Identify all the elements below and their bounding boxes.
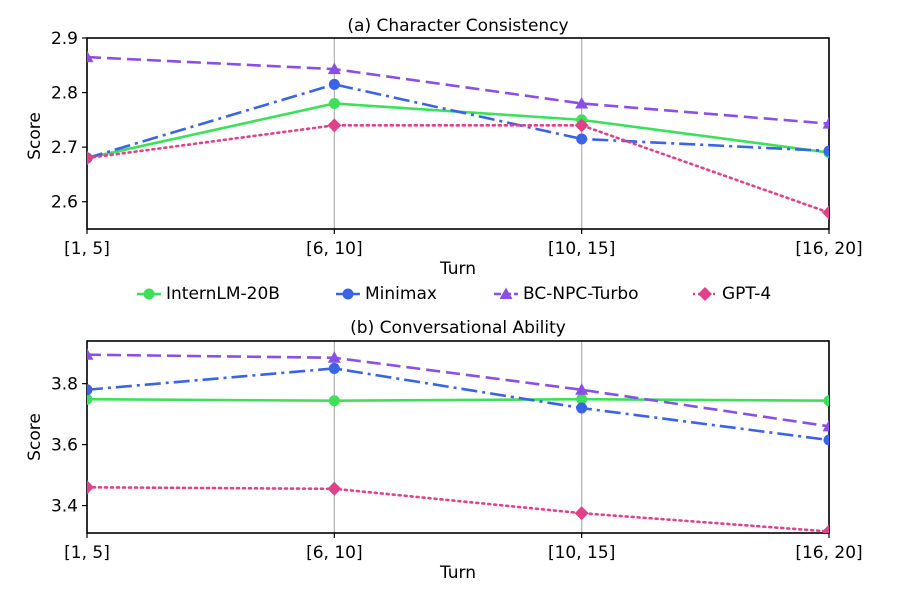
data-point-minimax [823,434,829,446]
data-point-gpt-4 [87,480,94,495]
data-point-gpt-4 [822,524,829,533]
data-point-minimax [87,384,93,396]
x-tick-label: [16, 20] [795,543,862,563]
series-line-bc-npc-turbo [87,353,829,428]
y-tick-label: 2.6 [51,193,78,213]
data-point-gpt-4 [822,205,829,220]
x-tick-label: [6, 10] [306,543,363,563]
data-point-gpt-4 [87,151,94,166]
legend-label: InternLM-20B [166,284,280,304]
legend-swatch-minimax [336,288,360,300]
y-axis-label: Score [25,112,45,160]
data-point-minimax [328,78,340,90]
legend-marker [143,288,155,300]
series-line-gpt-4 [87,124,829,214]
chart-title: (a) Character Consistency [347,16,568,36]
data-point-bc-npc-turbo [327,62,341,75]
y-tick-label: 3.4 [51,497,78,517]
legend-label: Minimax [365,284,437,304]
data-point-bc-npc-turbo [87,50,94,63]
legend-label: BC-NPC-Turbo [523,284,639,304]
data-point-internlm-20b [576,393,588,405]
series-group [87,348,829,533]
x-tick-label: [6, 10] [306,239,363,259]
data-point-bc-npc-turbo [87,348,94,360]
data-point-gpt-4 [327,118,342,133]
data-point-bc-npc-turbo [327,351,341,363]
y-tick-label: 2.8 [51,84,78,104]
series-line-minimax [87,83,829,160]
data-point-internlm-20b [328,395,340,407]
data-point-bc-npc-turbo [575,383,589,395]
x-tick-label: [10, 15] [548,543,615,563]
axes-frame [86,37,830,230]
series-line-bc-npc-turbo [87,55,829,125]
legend-marker [499,287,513,299]
legend: InternLM-20B Minimax BC-NPC-Turbo GPT-4 [137,284,771,304]
legend-swatch-bc-npc-turbo [494,287,518,299]
y-axis-label: Score [25,413,45,461]
series-line-gpt-4 [87,485,829,533]
legend-item-minimax: Minimax [336,284,437,304]
axes-frame [86,340,830,534]
series-group [87,50,829,220]
legend-marker [698,287,712,301]
legend-item-gpt-4: GPT-4 [693,284,771,304]
y-tick-label: 3.6 [51,436,78,456]
y-tick-label: 3.8 [51,375,78,395]
data-point-internlm-20b [87,393,93,405]
plot-area: [1, 5] [6, 10] [10, 15] [16, 20] 3.4 3.6 3.8 [51,340,863,563]
series-line-internlm-20b [87,397,829,403]
x-tick-label: [10, 15] [548,239,615,259]
legend-swatch-internlm-20b [137,288,161,300]
y-tick-label: 2.7 [51,138,78,158]
chart-panel-character-consistency: (a) Character Consistency Score Turn [1,… [25,16,863,279]
legend-label: GPT-4 [722,284,771,304]
chart-title: (b) Conversational Ability [350,318,566,338]
data-point-minimax [328,362,340,374]
data-point-minimax [576,133,588,145]
data-point-gpt-4 [574,118,589,133]
plot-area: [1, 5] [6, 10] [10, 15] [16, 20] 2.6 2.7 2.8 2.… [51,29,863,259]
data-point-bc-npc-turbo [822,419,829,432]
data-point-gpt-4 [327,481,342,496]
y-tick-label: 2.9 [51,29,78,49]
legend-swatch-gpt-4 [693,287,717,301]
x-axis-label: Turn [439,563,476,583]
data-point-minimax [576,402,588,414]
x-tick-label: [1, 5] [64,239,110,259]
x-axis-label: Turn [439,259,476,279]
data-point-bc-npc-turbo [822,117,829,129]
legend-item-bc-npc-turbo: BC-NPC-Turbo [494,284,639,304]
series-line-minimax [87,367,829,442]
data-point-minimax [823,145,829,157]
legend-marker [342,288,354,300]
x-tick-label: [16, 20] [795,239,862,259]
legend-item-internlm-20b: InternLM-20B [137,284,280,304]
chart-panel-conversational-ability: (b) Conversational Ability Score Turn [1… [25,318,863,583]
data-point-internlm-20b [823,395,829,407]
data-point-bc-npc-turbo [575,96,589,109]
data-point-internlm-20b [328,97,340,109]
x-tick-label: [1, 5] [64,543,110,563]
data-point-gpt-4 [574,506,589,521]
